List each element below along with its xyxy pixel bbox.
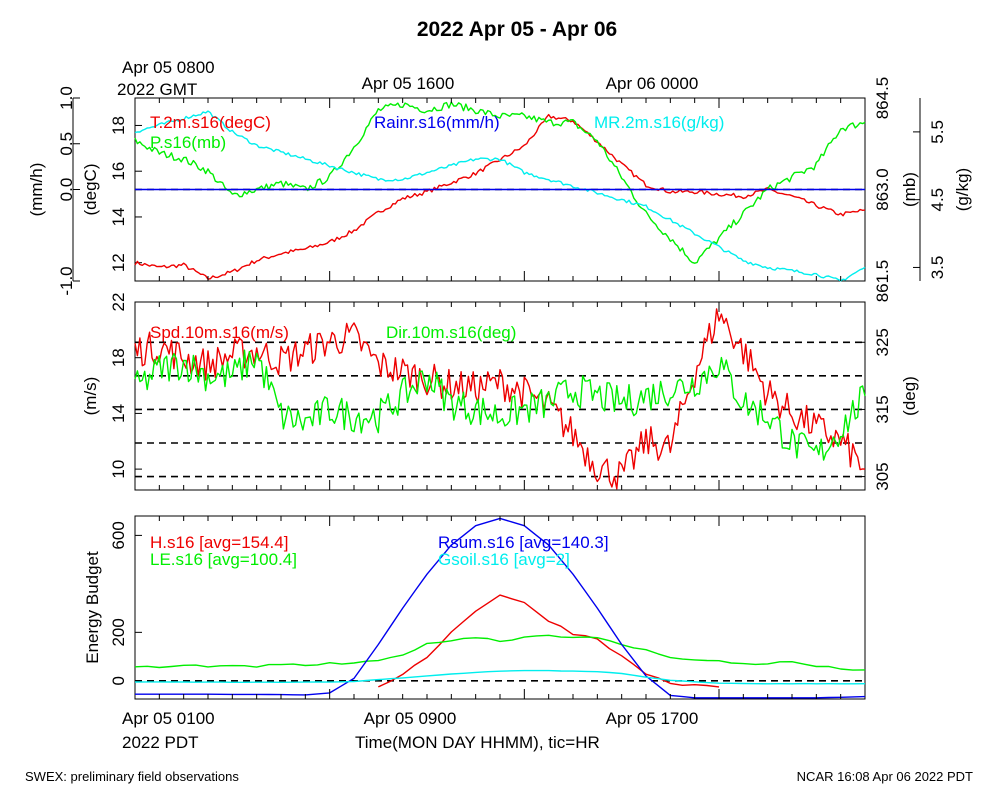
legend-wind-speed: Spd.10m.s16(m/s) [150,323,289,342]
energy-tick-label: 600 [109,521,128,549]
pdt-tick-label-2: Apr 05 1700 [606,709,699,728]
chart-title: 2022 Apr 05 - Apr 06 [417,18,617,41]
rain-axis-label: (mm/h) [27,163,46,217]
mixing-ratio-tick-label: 3.5 [928,256,947,280]
series-temp [134,113,866,280]
energy-tick-label: 0 [109,676,128,685]
speed-tick-label: 14 [109,404,128,423]
pressure-tick-label: 861.5 [873,260,892,303]
legend-net-radiation: Rsum.s16 [avg=140.3] [438,533,609,552]
gmt-tick-label-2: Apr 06 0000 [606,74,699,93]
mixing-ratio-tick-label: 5.5 [928,120,947,144]
rain-tick-label: 0.0 [57,178,76,202]
series-dir [134,349,866,461]
speed-axis-label: (m/s) [81,377,100,416]
legend-soil-heat: Gsoil.s16 [avg=2] [438,550,570,569]
x-axis-label: Time(MON DAY HHMM), tic=HR [355,733,600,752]
series-cyan [134,669,866,685]
temp-tick-label: 18 [109,116,128,135]
pressure-axis-label: (mb) [900,172,919,207]
direction-tick-label: 315 [873,395,892,423]
speed-tick-label: 18 [109,348,128,367]
middle-panel-series [134,308,866,490]
mixing-ratio-axis-label: (g/kg) [953,168,972,211]
bottom-panel-axes: 600 200 0 Energy Budget [83,521,865,686]
series-red [378,594,720,688]
speed-tick-label: 10 [109,460,128,479]
legend-wind-direction: Dir.10m.s16(deg) [386,323,516,342]
middle-panel-axes: 22 18 14 10 (m/s) 325 315 305 (deg) [81,293,919,491]
x-axis-ticks [158,98,842,699]
legend-sensible-heat: H.s16 [avg=154.4] [150,533,288,552]
series-green [134,634,866,671]
legend-temperature: T.2m.s16(degC) [150,113,271,132]
rain-tick-label: -1.0 [57,266,76,295]
rain-tick-label: 1.0 [57,86,76,110]
speed-tick-label: 22 [109,293,128,312]
top-panel-series [134,101,866,282]
footer-right-note: NCAR 16:08 Apr 06 2022 PDT [797,769,973,784]
legend-mixing-ratio: MR.2m.s16(g/kg) [594,113,724,132]
pressure-tick-label: 864.5 [873,77,892,120]
pdt-start-label: Apr 05 0100 [122,709,215,728]
direction-axis-label: (deg) [900,376,919,416]
temp-axis-label: (degC) [81,164,100,216]
gmt-year-label: 2022 GMT [117,80,197,99]
gmt-start-label: Apr 05 0800 [122,58,215,77]
series-mr [134,110,866,282]
pdt-tick-label-1: Apr 05 0900 [364,709,457,728]
direction-tick-label: 305 [873,462,892,490]
energy-axis-label: Energy Budget [83,551,102,664]
energy-tick-label: 200 [109,618,128,646]
gmt-tick-label-1: Apr 05 1600 [362,74,455,93]
rain-tick-label: 0.5 [57,132,76,156]
mixing-ratio-tick-label: 4.5 [928,188,947,212]
temp-tick-label: 12 [109,253,128,272]
footer-left-note: SWEX: preliminary field observations [25,769,239,784]
direction-tick-label: 325 [873,328,892,356]
series-pres [134,101,866,264]
pdt-year-label: 2022 PDT [122,733,199,752]
legend-pressure: P.s16(mb) [150,133,226,152]
temp-tick-label: 14 [109,207,128,226]
series-spd [134,308,866,490]
legend-latent-heat: LE.s16 [avg=100.4] [150,550,297,569]
pressure-tick-label: 863.0 [873,168,892,211]
temp-tick-label: 16 [109,162,128,181]
legend-rainrate: Rainr.s16(mm/h) [374,113,500,132]
